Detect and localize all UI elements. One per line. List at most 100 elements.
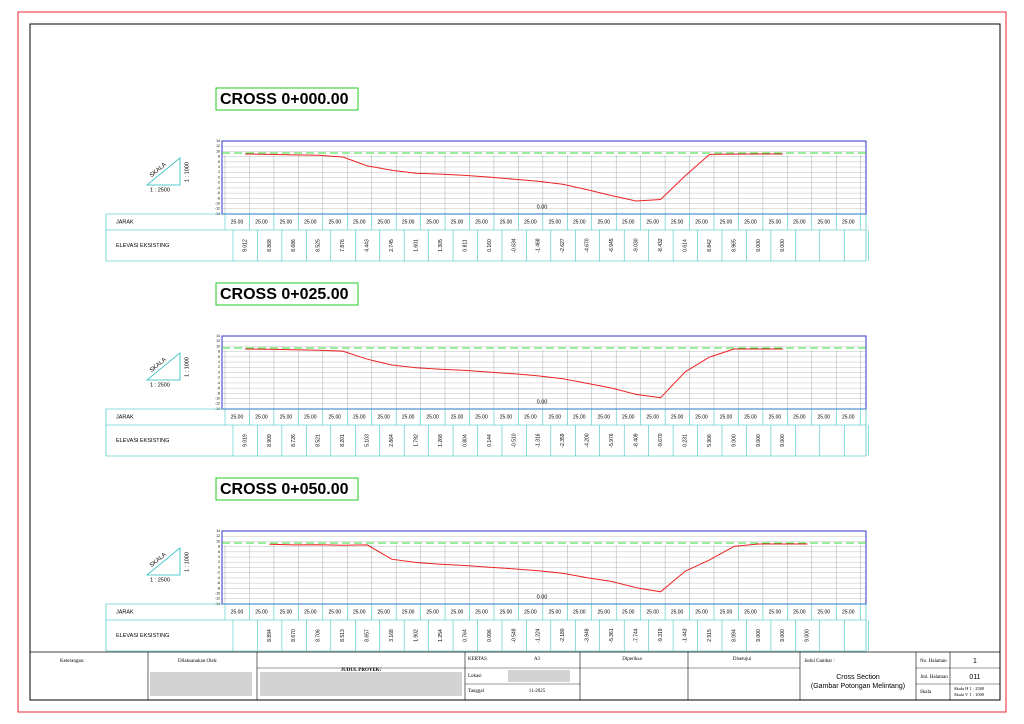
- distance-cell: 25.00: [842, 414, 855, 420]
- y-tick-label: 8: [218, 545, 220, 549]
- elevation-cell: 9.000: [780, 239, 786, 252]
- elevation-cell: 4.443: [365, 239, 371, 252]
- title-block-text: Skala H 1 : 2500: [954, 686, 985, 691]
- y-tick-label: -2: [217, 376, 220, 380]
- elevation-cell: 8.909: [267, 434, 273, 447]
- title-block-text: A3: [534, 657, 541, 662]
- distance-cell: 25.00: [769, 609, 782, 615]
- elevation-cell: -2.180: [560, 628, 566, 642]
- distance-cell: 25.00: [426, 219, 439, 225]
- distance-cell: 25.00: [842, 609, 855, 615]
- distance-cell: 25.00: [646, 414, 659, 420]
- elevation-cell: 2.864: [389, 434, 395, 447]
- elevation-cell: 1.305: [438, 239, 444, 252]
- y-tick-label: 2: [218, 560, 220, 564]
- title-block-text: 11-2025: [529, 689, 546, 694]
- distance-cell: 25.00: [377, 609, 390, 615]
- distance-cell: 25.00: [451, 414, 464, 420]
- placeholder: [508, 670, 570, 682]
- distance-cell: 25.00: [231, 609, 244, 615]
- distance-cell: 25.00: [524, 609, 537, 615]
- row-label: JARAK: [116, 219, 134, 225]
- datum-label: 0.00: [537, 204, 548, 210]
- elevation-cell: -6.945: [609, 238, 615, 252]
- y-tick-label: 6: [218, 160, 220, 164]
- title-block-text: No. Halaman: [920, 659, 947, 664]
- distance-cell: 25.00: [646, 219, 659, 225]
- distance-cell: 25.00: [231, 219, 244, 225]
- distance-cell: 25.00: [818, 219, 831, 225]
- distance-cell: 25.00: [353, 414, 366, 420]
- y-tick-label: -4: [217, 381, 220, 385]
- elevation-cell: -5.361: [609, 628, 615, 642]
- title-block-text: KERTAS: [468, 657, 487, 662]
- y-tick-label: 8: [218, 350, 220, 354]
- y-tick-label: 14: [216, 139, 220, 143]
- elevation-cell: 8.513: [340, 629, 346, 642]
- y-tick-label: -12: [215, 597, 220, 601]
- distance-cell: 25.00: [549, 219, 562, 225]
- y-tick-label: 12: [216, 144, 220, 148]
- distance-cell: 25.00: [793, 414, 806, 420]
- elevation-cell: 9.000: [756, 629, 762, 642]
- drawing-title: Cross Section: [836, 674, 880, 681]
- elevation-cell: 8.965: [731, 239, 737, 252]
- distance-cell: 25.00: [231, 414, 244, 420]
- section-title: CROSS 0+025.00: [220, 286, 349, 303]
- elevation-cell: -5.976: [609, 433, 615, 447]
- distance-cell: 25.00: [622, 219, 635, 225]
- elevation-cell: 0.231: [682, 434, 688, 447]
- section-title: CROSS 0+000.00: [220, 91, 349, 108]
- distance-cell: 25.00: [475, 609, 488, 615]
- distance-cell: 25.00: [842, 219, 855, 225]
- elevation-cell: 0.804: [462, 434, 468, 447]
- elevation-cell: -0.510: [511, 433, 517, 447]
- distance-cell: 25.00: [720, 609, 733, 615]
- row-label: JARAK: [116, 609, 134, 615]
- elevation-cell: 9.000: [780, 434, 786, 447]
- y-tick-label: 0: [218, 175, 220, 179]
- elevation-cell: 8.686: [291, 239, 297, 252]
- elevation-cell: 2.745: [389, 239, 395, 252]
- distance-cell: 25.00: [695, 414, 708, 420]
- y-tick-label: 2: [218, 365, 220, 369]
- elevation-cell: 2.915: [707, 629, 713, 642]
- elevation-cell: 8.657: [365, 629, 371, 642]
- elevation-cell: -9.319: [658, 628, 664, 642]
- distance-cell: 25.00: [500, 609, 513, 615]
- distance-cell: 25.00: [622, 414, 635, 420]
- distance-cell: 25.00: [500, 219, 513, 225]
- elevation-cell: 1.792: [413, 434, 419, 447]
- elevation-cell: 9.000: [756, 434, 762, 447]
- distance-cell: 25.00: [426, 414, 439, 420]
- elevation-cell: -1.224: [536, 628, 542, 642]
- scale-h: 1 : 2500: [150, 187, 170, 193]
- distance-cell: 25.00: [818, 609, 831, 615]
- elevation-cell: -9.030: [634, 238, 640, 252]
- y-tick-label: 8: [218, 155, 220, 159]
- scale-triangle: [145, 352, 181, 381]
- distance-cell: 25.00: [597, 219, 610, 225]
- distance-cell: 25.00: [475, 219, 488, 225]
- y-tick-label: -6: [217, 581, 220, 585]
- distance-cell: 25.00: [597, 414, 610, 420]
- elevation-cell: 1.601: [413, 239, 419, 252]
- distance-cell: 25.00: [329, 609, 342, 615]
- elevation-cell: -4.670: [585, 238, 591, 252]
- elevation-cell: -2.627: [560, 238, 566, 252]
- y-tick-label: -10: [215, 201, 220, 205]
- scale-triangle: [145, 157, 181, 186]
- distance-cell: 25.00: [549, 414, 562, 420]
- distance-cell: 25.00: [329, 219, 342, 225]
- elevation-cell: 3.168: [389, 629, 395, 642]
- elevation-cell: 8.868: [267, 239, 273, 252]
- y-tick-label: -2: [217, 571, 220, 575]
- title-block-text: Diperiksa: [622, 657, 642, 662]
- y-tick-label: 4: [218, 360, 220, 364]
- y-tick-label: 6: [218, 355, 220, 359]
- elevation-cell: 0.614: [682, 239, 688, 252]
- y-tick-label: 0: [218, 370, 220, 374]
- distance-cell: 25.00: [280, 219, 293, 225]
- distance-cell: 25.00: [451, 609, 464, 615]
